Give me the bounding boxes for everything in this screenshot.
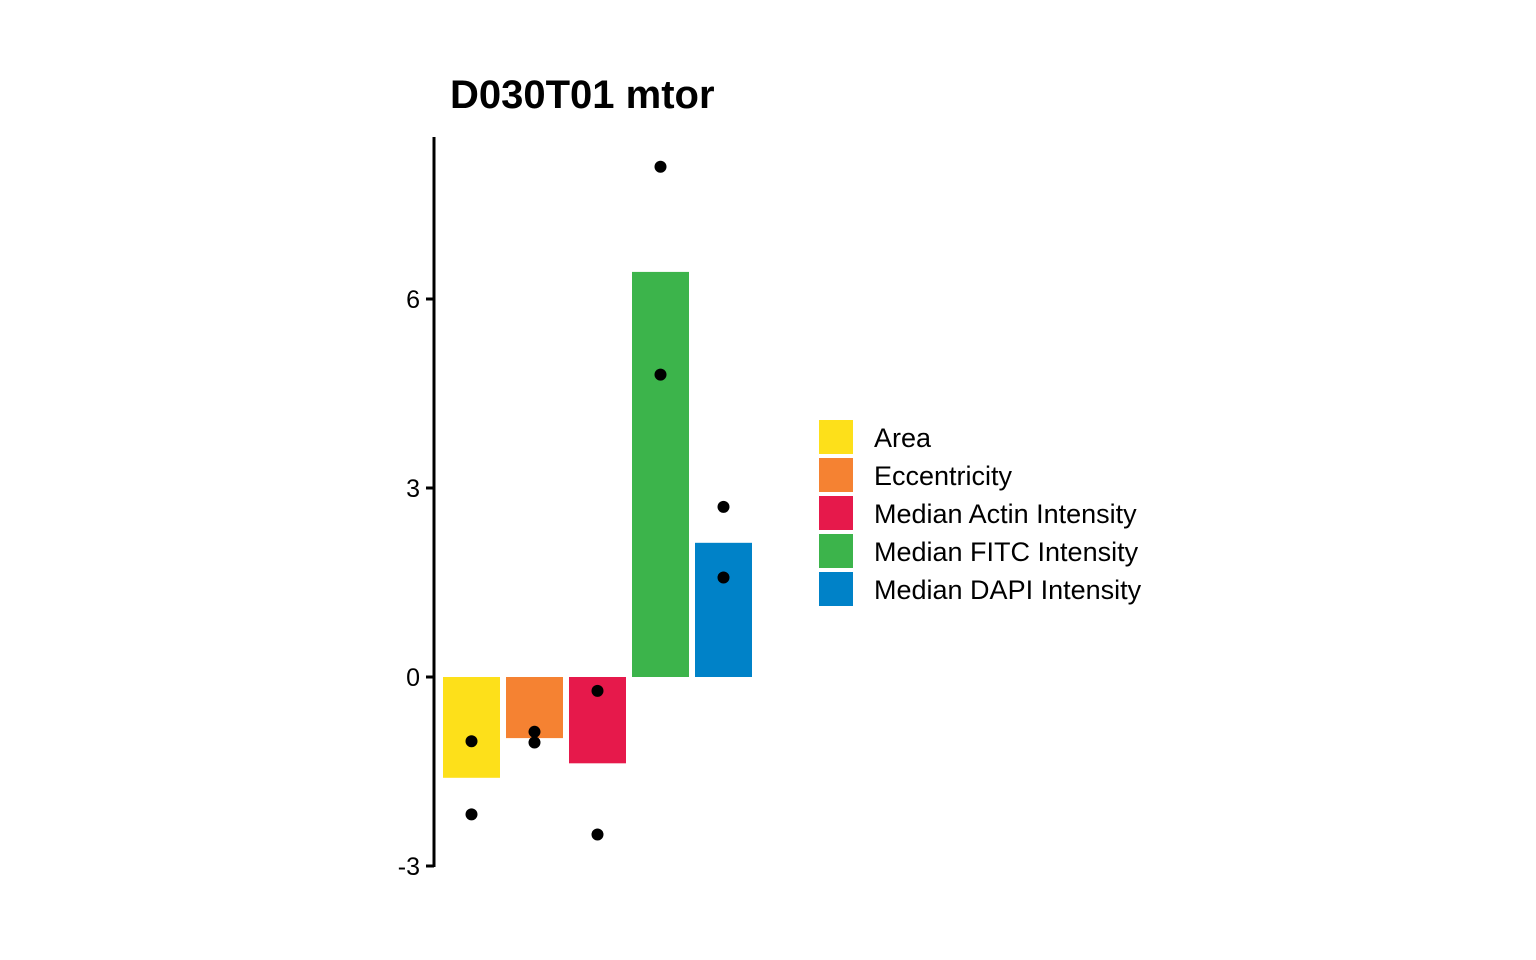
data-point [654,160,667,173]
data-point [717,500,730,513]
legend-label: Median Actin Intensity [874,499,1137,529]
bar [443,677,500,778]
bars [443,271,752,778]
data-points [465,160,730,841]
legend-label: Area [874,423,932,453]
legend: Area Eccentricity Median Actin Intensity Me… [819,420,1142,606]
data-point [528,736,541,749]
data-point [717,571,730,584]
legend-label: Median FITC Intensity [874,537,1139,567]
legend-label: Median DAPI Intensity [874,575,1142,605]
legend-key [819,572,853,606]
legend-key [819,458,853,492]
data-point [465,808,478,821]
chart-title: D030T01 mtor [450,73,715,117]
bar [695,542,752,677]
y-tick-label: 3 [406,475,420,503]
y-tick-label: 0 [406,664,420,692]
data-point [591,684,604,697]
legend-label: Eccentricity [874,461,1013,491]
legend-key [819,496,853,530]
y-tick-label: -3 [398,853,420,881]
bar [632,271,689,677]
data-point [654,368,667,381]
data-point [528,725,541,738]
y-axis: -3 0 3 6 [398,137,436,881]
legend-key [819,534,853,568]
y-tick-label: 6 [406,286,420,314]
legend-key [819,420,853,454]
data-point [591,828,604,841]
data-point [465,735,478,748]
